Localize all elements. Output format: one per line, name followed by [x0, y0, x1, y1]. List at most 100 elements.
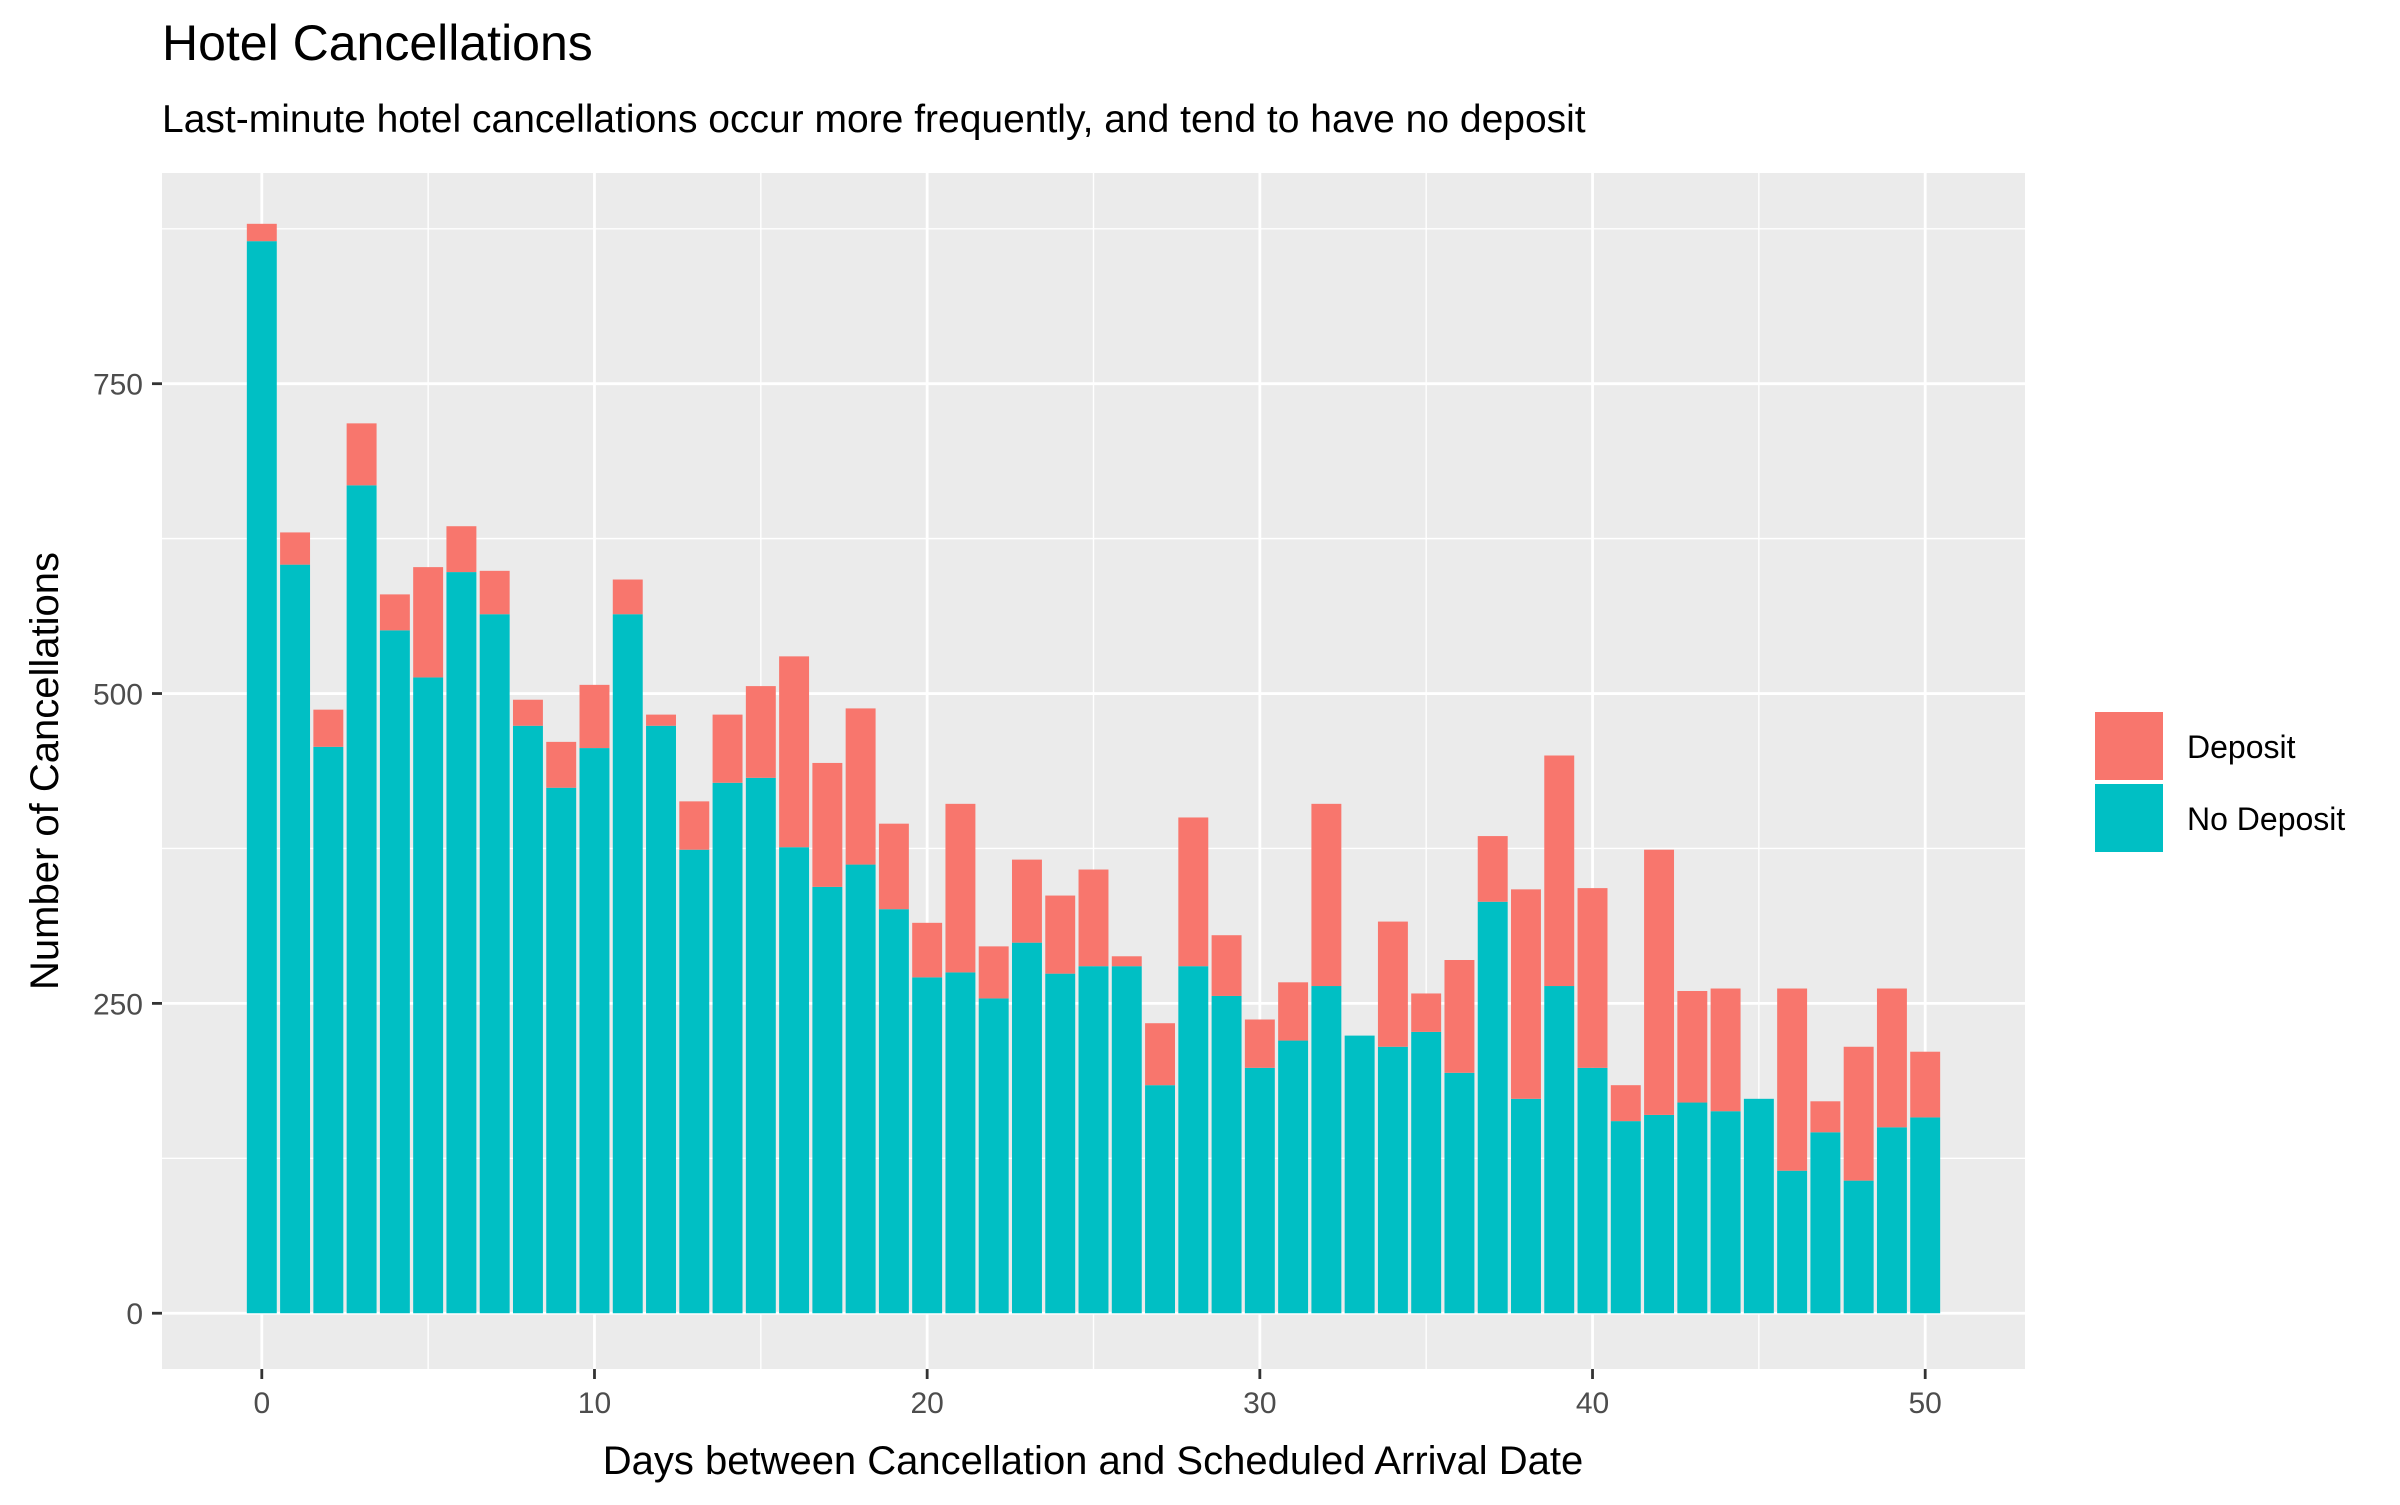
chart-title: Hotel Cancellations	[162, 15, 593, 71]
bar-no-deposit-8	[512, 725, 543, 1314]
bar-deposit-4	[379, 594, 410, 631]
bar-no-deposit-15	[745, 777, 776, 1314]
bar-no-deposit-0	[246, 241, 277, 1314]
bar-no-deposit-32	[1311, 986, 1342, 1314]
bar-deposit-29	[1211, 935, 1242, 996]
bar-deposit-40	[1577, 888, 1608, 1068]
bar-no-deposit-39	[1544, 986, 1575, 1314]
bar-deposit-47	[1810, 1101, 1841, 1133]
bar-deposit-48	[1843, 1046, 1874, 1181]
bar-deposit-31	[1278, 982, 1309, 1041]
legend-key-no-deposit	[2095, 784, 2163, 852]
bar-deposit-11	[612, 579, 643, 615]
bar-no-deposit-6	[446, 572, 477, 1314]
bar-no-deposit-49	[1876, 1127, 1907, 1314]
bar-no-deposit-11	[612, 614, 643, 1314]
bar-no-deposit-35	[1411, 1031, 1442, 1314]
bar-deposit-30	[1244, 1019, 1275, 1068]
bar-deposit-23	[1011, 859, 1042, 943]
bar-deposit-39	[1544, 755, 1575, 987]
bar-no-deposit-13	[679, 849, 710, 1314]
bar-deposit-32	[1311, 803, 1342, 987]
bar-deposit-10	[579, 684, 610, 749]
bar-deposit-50	[1910, 1051, 1941, 1118]
y-tick-label: 500	[93, 679, 143, 712]
bar-deposit-0	[246, 223, 277, 242]
bar-deposit-49	[1876, 988, 1907, 1128]
x-tick-label: 50	[1909, 1387, 1942, 1420]
bar-deposit-12	[646, 714, 676, 726]
bar-deposit-19	[878, 823, 909, 910]
bar-deposit-43	[1677, 990, 1708, 1103]
bar-deposit-1	[280, 532, 311, 565]
bar-deposit-24	[1045, 895, 1076, 974]
bar-no-deposit-7	[479, 614, 510, 1314]
legend-key-deposit	[2095, 712, 2163, 780]
bar-deposit-6	[446, 526, 477, 573]
x-tick-label: 0	[253, 1387, 270, 1420]
bar-no-deposit-36	[1444, 1072, 1475, 1314]
y-tick-label: 750	[93, 369, 143, 402]
bar-deposit-36	[1444, 960, 1475, 1073]
bar-deposit-35	[1411, 993, 1442, 1032]
bar-deposit-9	[546, 741, 577, 788]
y-axis: 0 250 500 750	[93, 369, 162, 1331]
bar-no-deposit-24	[1045, 973, 1076, 1314]
bar-no-deposit-3	[346, 485, 377, 1314]
bar-no-deposit-37	[1477, 901, 1508, 1314]
bar-deposit-26	[1111, 956, 1142, 967]
bar-no-deposit-47	[1810, 1132, 1841, 1314]
legend-label-no-deposit: No Deposit	[2187, 801, 2345, 837]
bar-no-deposit-34	[1377, 1046, 1408, 1314]
bar-no-deposit-20	[912, 977, 943, 1314]
bar-no-deposit-21	[945, 972, 976, 1314]
bar-no-deposit-14	[712, 782, 743, 1314]
bar-no-deposit-18	[845, 864, 876, 1314]
bar-deposit-5	[413, 567, 444, 678]
bar-deposit-7	[479, 570, 510, 615]
bar-deposit-28	[1178, 817, 1209, 967]
bar-deposit-34	[1377, 921, 1408, 1047]
bar-no-deposit-43	[1677, 1102, 1708, 1314]
bar-no-deposit-46	[1777, 1170, 1808, 1314]
bar-no-deposit-45	[1743, 1098, 1774, 1314]
bar-deposit-2	[313, 709, 344, 747]
bar-no-deposit-2	[313, 746, 344, 1314]
bar-no-deposit-9	[546, 787, 577, 1314]
bar-no-deposit-42	[1644, 1114, 1675, 1314]
legend: Deposit No Deposit	[2095, 712, 2345, 852]
bar-no-deposit-38	[1511, 1098, 1541, 1314]
bar-no-deposit-19	[878, 909, 909, 1314]
bar-deposit-22	[978, 946, 1009, 999]
bar-no-deposit-31	[1278, 1040, 1309, 1314]
bars-layer	[246, 223, 1941, 1314]
bar-deposit-13	[679, 801, 710, 850]
bar-no-deposit-40	[1577, 1067, 1608, 1314]
y-tick-label: 250	[93, 988, 143, 1021]
x-tick-label: 30	[1243, 1387, 1276, 1420]
bar-no-deposit-4	[379, 630, 410, 1314]
bar-no-deposit-30	[1244, 1067, 1275, 1314]
bar-no-deposit-29	[1211, 995, 1242, 1314]
bar-no-deposit-5	[413, 677, 444, 1314]
bar-deposit-25	[1078, 869, 1109, 967]
bar-deposit-44	[1710, 988, 1741, 1112]
bar-no-deposit-28	[1178, 966, 1209, 1314]
bar-deposit-38	[1511, 889, 1541, 1099]
bar-no-deposit-27	[1145, 1085, 1176, 1314]
bar-deposit-3	[346, 423, 377, 486]
bar-no-deposit-10	[579, 748, 610, 1314]
bar-no-deposit-44	[1710, 1111, 1741, 1314]
bar-no-deposit-25	[1078, 966, 1109, 1314]
x-tick-label: 10	[578, 1387, 611, 1420]
bar-deposit-14	[712, 714, 743, 783]
bar-no-deposit-22	[978, 998, 1009, 1314]
legend-label-deposit: Deposit	[2187, 729, 2296, 765]
bar-deposit-17	[812, 762, 843, 887]
bar-no-deposit-1	[280, 564, 311, 1314]
bar-no-deposit-41	[1610, 1121, 1641, 1314]
x-axis: 0 10 20 30 40 50	[253, 1369, 1942, 1420]
bar-deposit-37	[1477, 836, 1508, 902]
x-tick-label: 20	[910, 1387, 943, 1420]
